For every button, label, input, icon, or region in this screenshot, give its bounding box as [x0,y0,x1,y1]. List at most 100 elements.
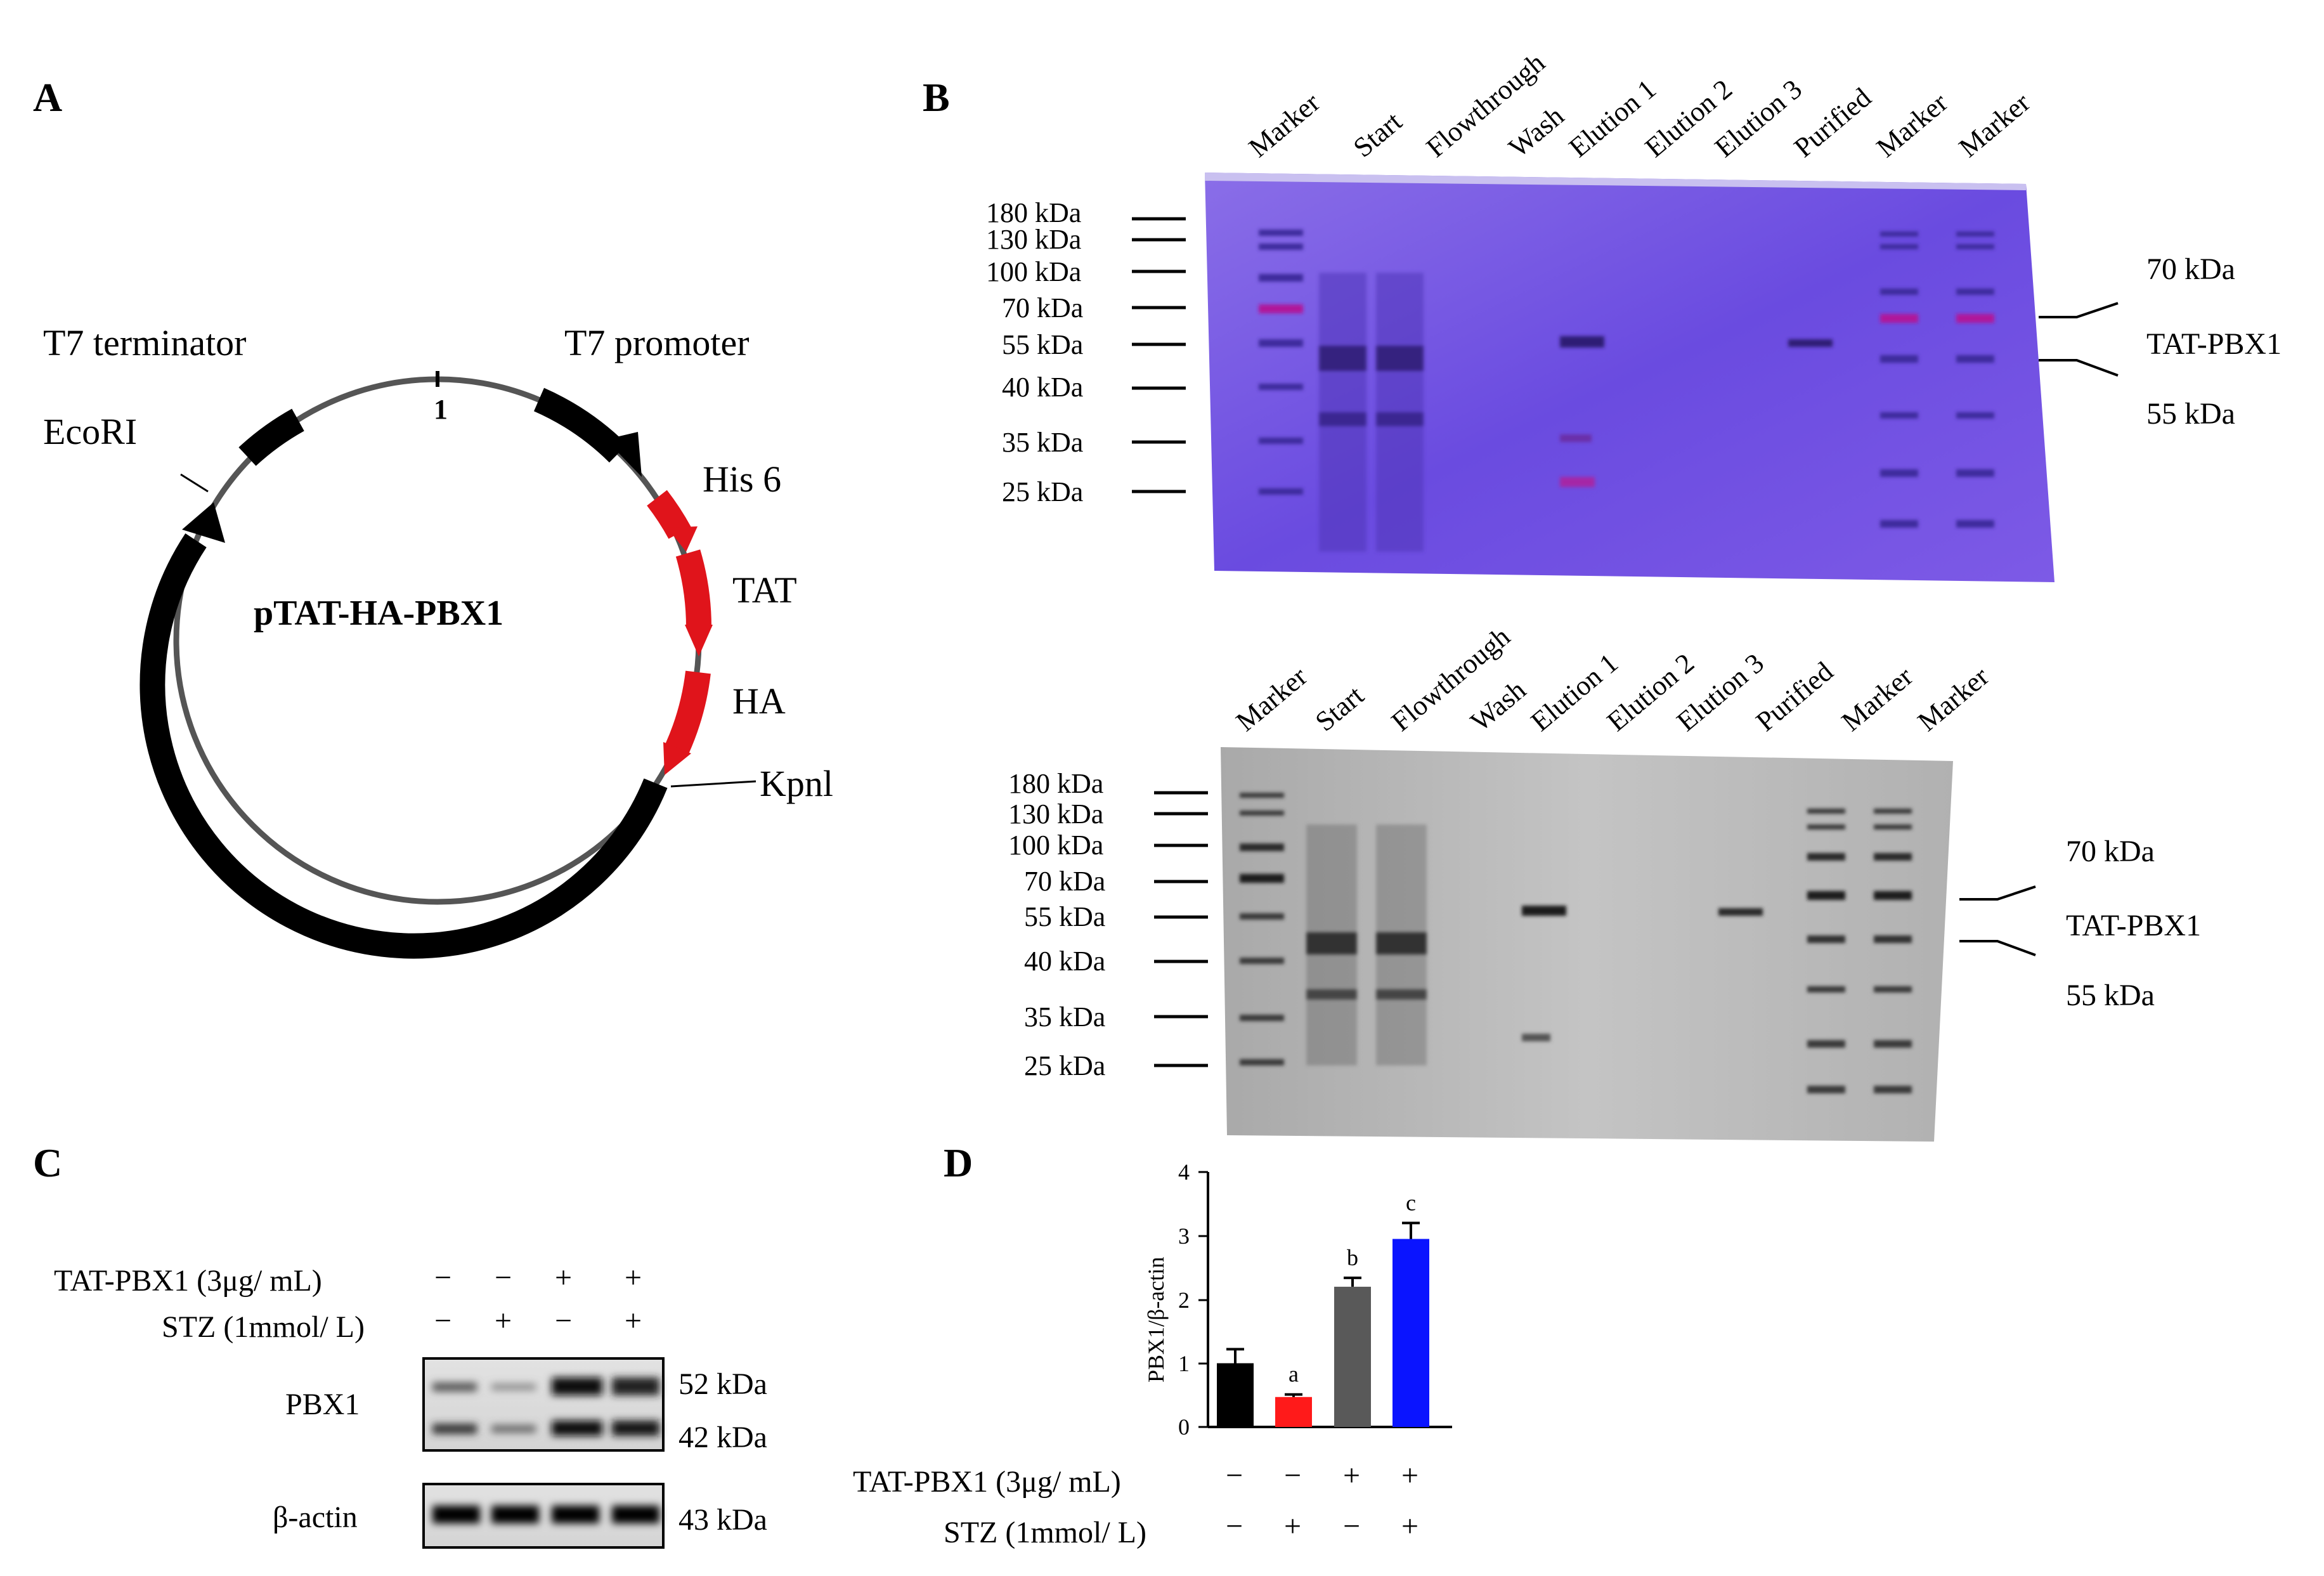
t7-promoter-label: T7 promoter [564,322,750,363]
sign: − [1284,1459,1301,1492]
sign: − [555,1304,572,1338]
pbx1-size-lower: 42 kDa [678,1421,767,1454]
bar-stz [1275,1397,1312,1427]
sign: + [495,1304,512,1338]
stained-gel-lane-labels: Marker Start Flowthrough Wash Elution 1 … [1243,47,2036,164]
marker-label: 25 kDa [1002,476,1083,507]
pbx1-bands [432,1377,659,1436]
condition-label-stz: STZ (1mmol/ L) [162,1310,365,1344]
plasmid-map: 1 T7 terminator T7 promoter EcoRI His 6 … [43,322,833,959]
pbx1-blot-box [422,1357,665,1452]
panel-letter-b: B [923,75,950,120]
sign: − [1343,1509,1360,1543]
blot-row-label-actin: β-actin [273,1501,358,1534]
side-label-mid: TAT-PBX1 [2146,327,2282,361]
error-bar [1344,1276,1361,1287]
y-tick-label-1: 1 [1178,1351,1190,1376]
marker-label: 180 kDa [986,197,1081,228]
lane-label: Marker [1953,87,2036,164]
sign: − [434,1304,451,1338]
marker-label: 70 kDa [1024,866,1105,897]
significance-letters: a b c [1289,1190,1416,1386]
panel-letter-a: A [33,75,62,120]
side-leader-top [1959,885,2036,901]
marker-label: 40 kDa [1024,946,1105,977]
marker-label: 25 kDa [1024,1050,1105,1081]
t7-terminator-segment [238,408,304,466]
side-label-mid: TAT-PBX1 [2066,909,2201,942]
panel-letter-d: D [944,1140,973,1185]
western-conditions: TAT-PBX1 (3μg/ mL) STZ (1mmol/ L) − − + … [54,1261,642,1344]
chart-conditions: TAT-PBX1 (3μg/ mL) STZ (1mmol/ L) − − + … [853,1459,1418,1549]
bar-control [1217,1363,1254,1427]
backbone-segment-arrow [182,502,225,543]
gray-gel-bands [1240,793,1912,1093]
bar-tat-pbx1 [1334,1286,1371,1427]
sign: + [625,1304,642,1338]
side-label-bottom: 55 kDa [2146,397,2235,431]
marker-label: 35 kDa [1024,1001,1105,1032]
tat-segment [675,549,712,628]
backbone-segment-large [140,533,668,959]
sign: + [1284,1509,1301,1543]
significance-letter: b [1347,1245,1358,1270]
t7-promoter-segment [533,387,628,463]
marker-label: 130 kDa [986,224,1081,255]
sign: + [555,1261,572,1294]
ha-arrow [663,742,691,775]
side-label-bottom: 55 kDa [2066,979,2155,1012]
marker-label: 55 kDa [1002,329,1083,360]
error-bar [1402,1221,1420,1239]
actin-bands [432,1506,659,1523]
stained-gel-edge [1205,173,2026,190]
tat-label: TAT [732,570,797,611]
y-tick-label-2: 2 [1178,1287,1190,1313]
his6-label: His 6 [703,459,781,500]
side-leader-bottom [1959,940,2036,956]
marker-label: 70 kDa [1002,292,1083,323]
marker-label: 130 kDa [1008,798,1103,830]
error-bar [1226,1348,1244,1364]
blot-row-label-pbx1: PBX1 [285,1388,360,1421]
marker-label: 100 kDa [1008,830,1103,861]
marker-label: 40 kDa [1002,372,1083,403]
marker-label: 100 kDa [986,256,1081,287]
lane-label: Marker [1871,87,1954,164]
gray-gel-lane-labels: Marker Start Flowthrough Wash Elution 1 … [1230,621,1995,738]
gray-gel-markers: 180 kDa 130 kDa 100 kDa 70 kDa 55 kDa 40… [1008,768,1208,1081]
tat-arrow [685,625,713,656]
sign: + [1401,1509,1418,1543]
y-tick-label-3: 3 [1178,1223,1190,1249]
sign: − [434,1261,451,1294]
t7-promoter-arrow [606,432,642,477]
his6-arrow [667,526,698,552]
y-tick-label-4: 4 [1178,1159,1190,1185]
kpnl-label: Kpnl [760,763,833,804]
significance-letter: c [1406,1190,1416,1215]
lane-label: Marker [1243,87,1326,164]
y-ticks: 0 1 2 3 4 [1178,1159,1208,1440]
lane-label: Marker [1230,661,1313,738]
side-label-top: 70 kDa [2146,252,2235,286]
condition-label-stz: STZ (1mmol/ L) [944,1516,1146,1549]
stained-gel-bands [1259,230,1994,552]
side-leader-top [2039,302,2119,318]
kpnl-leader [670,780,756,788]
marker-label: 180 kDa [1008,768,1103,799]
plasmid-name: pTAT-HA-PBX1 [254,594,503,633]
actin-size: 43 kDa [678,1503,767,1537]
stained-gel-side-labels: 70 kDa TAT-PBX1 55 kDa [2039,252,2282,431]
t7-terminator-label: T7 terminator [43,322,247,363]
lane-label: Wash [1465,674,1532,738]
error-bar [1285,1393,1302,1397]
bars [1217,1239,1429,1427]
gray-gel-side-labels: 70 kDa TAT-PBX1 55 kDa [1959,835,2201,1012]
y-tick-label-0: 0 [1178,1414,1190,1440]
side-leader-bottom [2039,359,2119,377]
ecori-label: EcoRI [43,411,137,452]
western-blot: PBX1 β-actin 52 kDa 42 kDa 43 kDa [273,1357,767,1549]
sign: + [1343,1459,1360,1492]
marker-label: 55 kDa [1024,901,1105,932]
gray-gel [1221,747,1953,1142]
sign: − [495,1261,512,1294]
